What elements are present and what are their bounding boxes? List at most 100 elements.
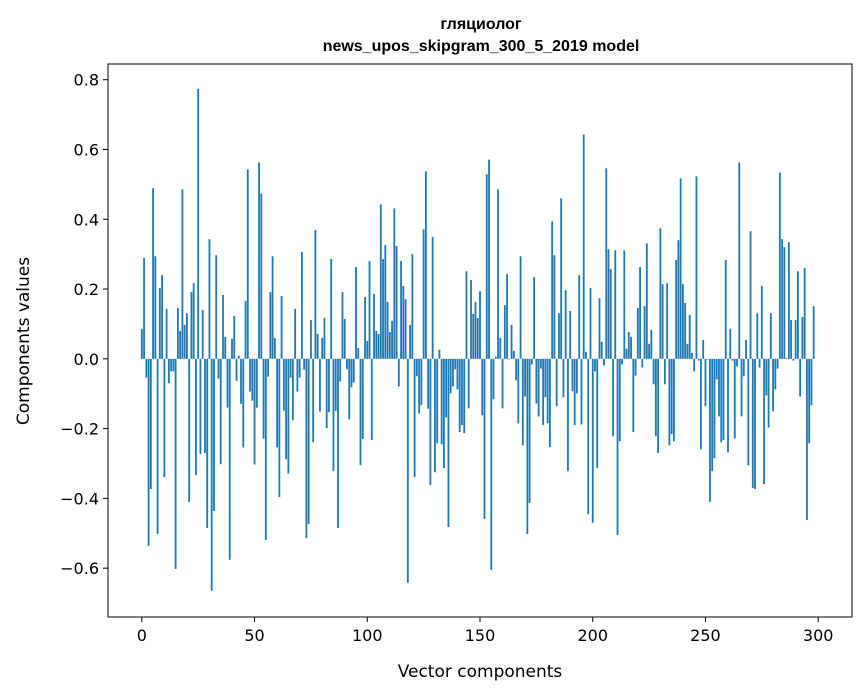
- bar-86: [334, 358, 337, 411]
- bar-110: [388, 331, 391, 359]
- bar-83: [328, 358, 330, 413]
- bar-24: [195, 358, 197, 475]
- bar-139: [454, 358, 457, 370]
- bar-17: [179, 330, 182, 359]
- bar-95: [355, 267, 357, 359]
- bar-42: [235, 358, 238, 381]
- bar-208: [609, 269, 612, 359]
- bar-26: [199, 358, 202, 455]
- bar-188: [564, 290, 567, 359]
- bar-251: [706, 358, 709, 360]
- bar-98: [361, 358, 364, 440]
- bar-148: [474, 301, 477, 359]
- bar-40: [231, 338, 233, 359]
- bar-126: [424, 171, 427, 359]
- y-tick-label: 0.2: [74, 280, 99, 299]
- bar-256: [718, 358, 720, 417]
- bar-275: [760, 285, 763, 359]
- bar-71: [300, 252, 303, 359]
- bar-73: [305, 358, 308, 539]
- bar-211: [616, 358, 619, 536]
- bar-292: [799, 358, 802, 397]
- bars-group: [140, 88, 815, 591]
- bar-133: [440, 358, 443, 445]
- bar-269: [747, 358, 750, 466]
- bar-259: [724, 260, 727, 359]
- bar-297: [810, 358, 813, 406]
- bar-81: [323, 317, 326, 359]
- bar-294: [803, 268, 806, 359]
- bar-12: [167, 358, 170, 384]
- bar-89: [341, 292, 344, 359]
- bar-106: [379, 204, 382, 359]
- bar-82: [325, 358, 328, 429]
- bar-254: [713, 358, 716, 459]
- bar-151: [481, 358, 484, 416]
- chart-title-word: гляциолог: [440, 16, 522, 33]
- bar-291: [796, 271, 799, 359]
- bar-225: [648, 343, 650, 359]
- bar-198: [587, 358, 590, 515]
- bar-190: [569, 311, 572, 359]
- bar-235: [670, 358, 673, 435]
- bar-51: [255, 358, 258, 408]
- bar-180: [546, 358, 549, 424]
- bar-113: [395, 246, 398, 359]
- bar-287: [787, 242, 790, 359]
- bar-237: [675, 260, 678, 359]
- bar-168: [519, 256, 522, 359]
- bar-175: [535, 358, 538, 404]
- bar-79: [319, 358, 321, 412]
- bar-193: [576, 358, 578, 394]
- bar-249: [702, 339, 705, 359]
- bar-94: [352, 358, 355, 383]
- bar-64: [285, 358, 288, 460]
- bar-125: [422, 229, 425, 359]
- bar-215: [625, 348, 628, 359]
- bar-197: [585, 351, 587, 359]
- bar-226: [650, 329, 653, 359]
- bar-252: [709, 358, 711, 502]
- bar-67: [291, 358, 294, 421]
- bar-234: [668, 358, 671, 446]
- chart-title-model: news_upos_skipgram_300_5_2019 model: [323, 38, 640, 55]
- bar-100: [366, 341, 369, 359]
- bar-47: [246, 169, 249, 359]
- bar-260: [727, 358, 729, 453]
- bar-4: [149, 358, 152, 489]
- bar-132: [438, 349, 441, 359]
- x-tick-label: 250: [690, 626, 721, 645]
- bar-103: [373, 293, 375, 359]
- bar-13: [170, 358, 173, 372]
- x-tick-label: 0: [137, 626, 147, 645]
- x-tick-label: 150: [465, 626, 496, 645]
- bar-227: [652, 358, 655, 385]
- bar-161: [503, 305, 506, 359]
- bar-177: [539, 358, 542, 369]
- bar-162: [506, 274, 508, 359]
- bar-206: [605, 168, 608, 359]
- bar-195: [580, 358, 583, 425]
- bar-281: [774, 358, 777, 390]
- bar-63: [282, 358, 285, 411]
- bar-189: [567, 358, 569, 472]
- bar-207: [607, 249, 610, 359]
- y-tick-label: 0.8: [74, 71, 99, 90]
- bar-296: [808, 358, 811, 444]
- bar-205: [603, 358, 605, 366]
- bar-145: [467, 358, 470, 409]
- bar-271: [751, 358, 754, 488]
- bar-149: [476, 317, 479, 359]
- bar-97: [359, 358, 362, 466]
- bar-233: [666, 283, 669, 359]
- bar-10: [163, 358, 166, 478]
- bar-80: [321, 337, 324, 359]
- bar-199: [589, 287, 592, 359]
- x-axis-label: Vector components: [398, 662, 563, 682]
- bar-217: [630, 336, 632, 359]
- bar-35: [219, 358, 222, 465]
- bar-8: [158, 287, 161, 359]
- bar-144: [465, 271, 468, 359]
- bar-245: [693, 358, 696, 372]
- bar-284: [781, 239, 784, 359]
